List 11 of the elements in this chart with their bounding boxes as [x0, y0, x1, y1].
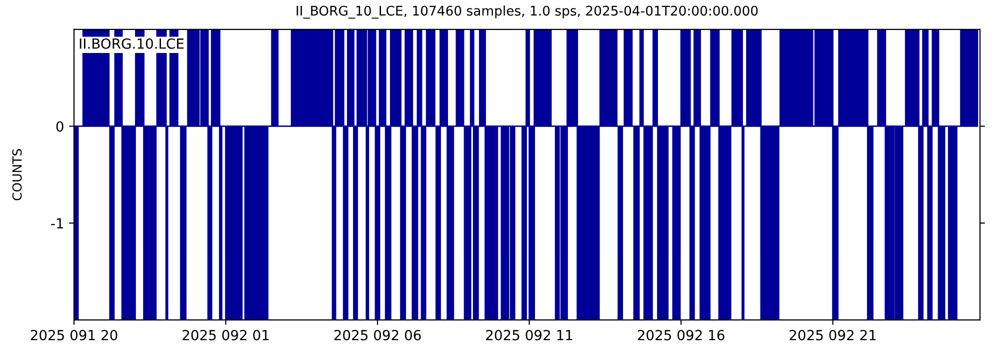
x-tick-label: 2025 091 20	[30, 330, 118, 340]
y-axis-title: COUNTS	[12, 149, 22, 200]
x-tick-label: 2025 092 21	[790, 330, 876, 340]
x-tick-label: 2025 092 11	[486, 330, 572, 340]
x-tick-label: 2025 092 16	[638, 330, 724, 340]
x-tick-label: 2025 092 06	[334, 330, 421, 340]
y-tick-label: -1	[51, 218, 63, 228]
x-tick-label: 2025 092 01	[182, 330, 269, 340]
annotation: II.BORG.10.LCE	[80, 38, 184, 49]
y-tick-label: 0	[56, 121, 64, 132]
chart-title: II_BORG_10_LCE, 107460 samples, 1.0 sps, 2025-04-01T20:00:00.000	[296, 5, 758, 19]
